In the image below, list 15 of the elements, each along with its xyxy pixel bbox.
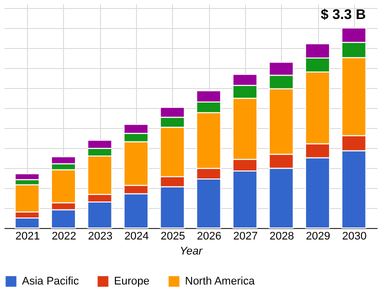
legend-label: North America (185, 275, 256, 288)
legend-label: Asia Pacific (22, 275, 80, 288)
x-tick-label: 2028 (270, 230, 294, 242)
x-tick-label: 2029 (306, 230, 330, 242)
annotation: $ 3.3 B (320, 6, 366, 22)
x-tick-label: 2023 (88, 230, 112, 242)
x-tick-label: 2021 (15, 230, 40, 242)
x-tick-label: 2030 (342, 230, 367, 242)
x-tick-label: 2027 (233, 230, 258, 242)
x-tick-label: 2026 (196, 230, 222, 242)
x-tick-label: 2025 (160, 230, 186, 242)
legend-label: Europe (114, 275, 150, 288)
x-tick-label: 2024 (124, 230, 149, 242)
x-axis-title: Year (180, 246, 204, 258)
x-tick-label: 2022 (52, 230, 76, 242)
